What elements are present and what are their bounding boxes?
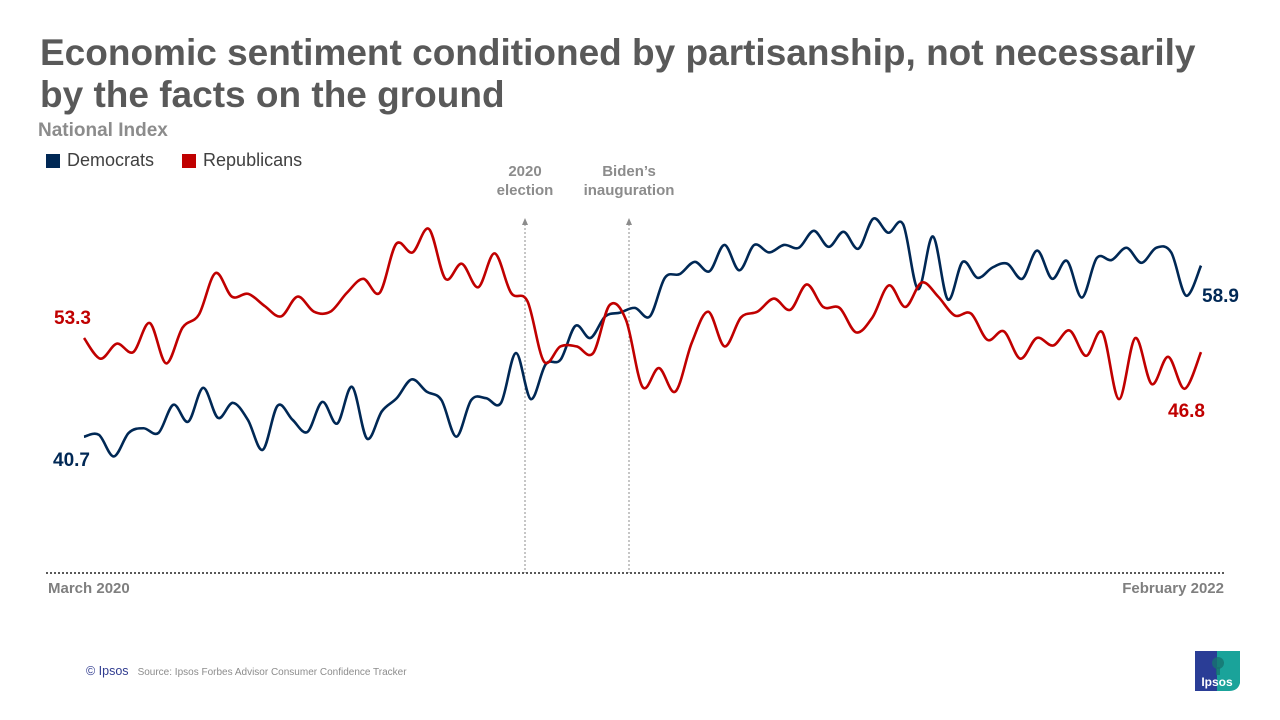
svg-text:Ipsos: Ipsos (1201, 675, 1233, 689)
series-line-republicans (82, 227, 1203, 401)
republicans-end-label: 46.8 (1168, 401, 1205, 422)
event-label-line: Biden’s (602, 163, 656, 180)
legend-label: Republicans (203, 150, 303, 170)
x-tick-label-start: March 2020 (48, 580, 130, 597)
page-title: Economic sentiment conditioned by partis… (40, 32, 1196, 115)
legend-swatch-republicans (182, 153, 197, 168)
legend: Democrats Republicans (46, 150, 302, 171)
republicans-start-label: 53.3 (54, 308, 91, 329)
event-label-line: election (496, 182, 554, 199)
event-label-election: 2020 election (460, 162, 590, 200)
arrow-up-icon (522, 218, 528, 225)
copyright: © Ipsos (86, 664, 129, 678)
event-label-inauguration: Biden’s inauguration (564, 162, 694, 200)
democrats-start-label: 40.7 (53, 450, 90, 471)
legend-swatch-democrats (46, 153, 60, 168)
event-label-line: 2020 (508, 163, 542, 180)
arrow-up-icon (626, 218, 632, 225)
event-label-line: inauguration (583, 182, 675, 199)
legend-item-democrats: Democrats (46, 150, 154, 171)
source-note: Source: Ipsos Forbes Advisor Consumer Co… (137, 667, 407, 678)
event-marker-inauguration (626, 218, 632, 573)
chart-subtitle: National Index (38, 120, 168, 141)
ipsos-logo: Ipsos (1195, 651, 1240, 691)
event-marker-election (522, 218, 528, 573)
legend-label: Democrats (67, 150, 155, 170)
series-line-democrats (83, 217, 1203, 458)
footer: © Ipsos Source: Ipsos Forbes Advisor Con… (86, 664, 407, 678)
legend-item-republicans: Republicans (182, 150, 302, 171)
x-tick-label-end: February 2022 (1122, 580, 1224, 597)
democrats-end-label: 58.9 (1202, 286, 1239, 307)
